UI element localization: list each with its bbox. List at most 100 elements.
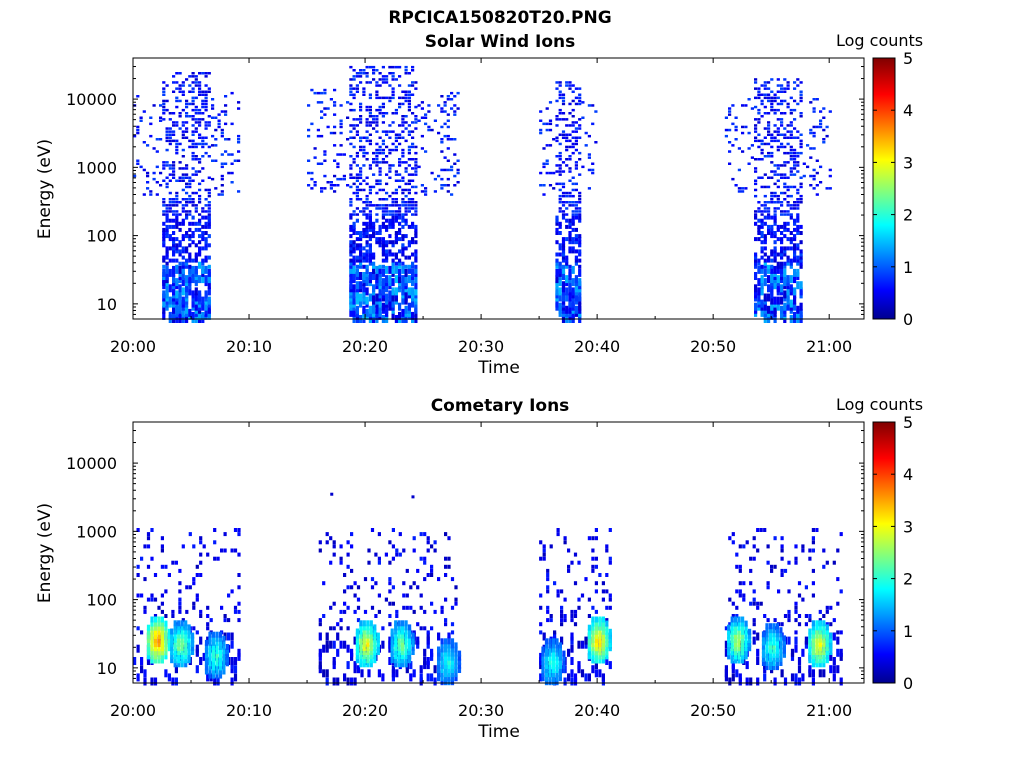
data-cell bbox=[565, 261, 569, 266]
data-cell bbox=[172, 224, 176, 229]
data-cell bbox=[542, 122, 546, 126]
data-cell bbox=[159, 104, 163, 107]
data-cell bbox=[549, 618, 553, 623]
data-cell bbox=[558, 108, 562, 112]
data-cell bbox=[770, 265, 774, 274]
data-cell bbox=[770, 191, 774, 195]
data-cell bbox=[188, 210, 192, 213]
data-cell bbox=[773, 99, 777, 103]
data-cell bbox=[809, 131, 813, 135]
data-cell bbox=[786, 287, 790, 296]
data-cell bbox=[162, 264, 166, 269]
data-cell bbox=[578, 258, 582, 263]
data-cell bbox=[178, 176, 182, 179]
data-cell bbox=[201, 207, 205, 210]
data-cell bbox=[164, 564, 168, 569]
data-cell bbox=[204, 660, 209, 667]
data-cell bbox=[768, 655, 773, 662]
data-cell bbox=[320, 91, 324, 95]
data-cell bbox=[198, 218, 202, 223]
data-cell bbox=[786, 237, 790, 242]
data-cell bbox=[398, 133, 402, 136]
data-cell bbox=[401, 124, 405, 127]
data-cell bbox=[388, 299, 392, 308]
data-cell bbox=[734, 632, 738, 639]
data-cell bbox=[372, 252, 376, 257]
data-cell bbox=[568, 155, 572, 158]
data-cell bbox=[378, 105, 382, 109]
data-cell bbox=[404, 96, 408, 100]
data-cell bbox=[313, 91, 317, 95]
data-cell bbox=[561, 258, 566, 263]
data-cell bbox=[407, 210, 411, 213]
data-cell bbox=[339, 125, 343, 129]
data-cell bbox=[391, 204, 395, 207]
data-cell bbox=[779, 660, 783, 666]
data-cell bbox=[804, 622, 808, 627]
data-cell bbox=[398, 231, 402, 235]
data-cell bbox=[551, 671, 556, 678]
data-cell bbox=[793, 255, 797, 260]
data-cell bbox=[362, 227, 366, 232]
data-cell bbox=[381, 102, 385, 106]
data-cell bbox=[388, 194, 392, 198]
data-cell bbox=[198, 240, 202, 245]
data-cell bbox=[832, 657, 836, 665]
data-cell bbox=[731, 104, 735, 107]
data-cell bbox=[208, 635, 212, 642]
data-cell bbox=[548, 101, 553, 104]
data-cell bbox=[767, 275, 771, 284]
data-cell bbox=[181, 255, 185, 260]
data-cell bbox=[388, 151, 392, 155]
data-cell bbox=[172, 130, 176, 133]
data-cell bbox=[757, 90, 761, 93]
data-cell bbox=[325, 532, 329, 537]
data-cell bbox=[730, 657, 734, 664]
data-cell bbox=[220, 193, 224, 196]
data-cell bbox=[388, 65, 392, 69]
data-cell bbox=[325, 632, 329, 641]
data-cell bbox=[323, 91, 327, 95]
data-cell bbox=[601, 628, 605, 635]
data-cell bbox=[558, 201, 562, 204]
data-cell bbox=[405, 605, 409, 610]
data-cell bbox=[767, 81, 771, 84]
data-cell bbox=[222, 635, 226, 642]
data-cell bbox=[187, 657, 191, 664]
data-cell bbox=[207, 215, 211, 220]
data-cell bbox=[561, 99, 566, 103]
data-cell bbox=[444, 658, 448, 665]
data-cell bbox=[828, 168, 832, 172]
data-cell bbox=[760, 275, 764, 284]
data-cell bbox=[401, 649, 405, 655]
data-cell bbox=[372, 305, 376, 314]
data-cell bbox=[368, 164, 372, 167]
data-cell bbox=[539, 630, 543, 635]
data-cell bbox=[447, 671, 451, 678]
data-cell bbox=[185, 130, 189, 133]
data-cell bbox=[761, 660, 766, 666]
data-cell bbox=[204, 75, 208, 78]
data-cell bbox=[578, 252, 582, 257]
data-cell bbox=[165, 255, 169, 260]
data-cell bbox=[799, 93, 803, 96]
data-cell bbox=[808, 669, 812, 678]
data-cell bbox=[573, 552, 578, 557]
data-cell bbox=[411, 93, 415, 96]
data-cell bbox=[759, 601, 763, 606]
data-cell bbox=[307, 104, 311, 107]
data-cell bbox=[839, 630, 843, 635]
data-cell bbox=[162, 234, 166, 239]
data-cell bbox=[185, 261, 189, 266]
data-cell bbox=[539, 131, 543, 135]
data-cell bbox=[737, 641, 741, 648]
data-cell bbox=[198, 201, 202, 204]
data-cell bbox=[218, 672, 223, 679]
data-cell bbox=[370, 528, 375, 532]
data-cell bbox=[568, 133, 572, 136]
data-cell bbox=[587, 597, 591, 602]
data-cell bbox=[578, 99, 582, 103]
data-cell bbox=[352, 227, 356, 232]
data-cell bbox=[770, 264, 774, 269]
data-cell bbox=[760, 93, 764, 96]
